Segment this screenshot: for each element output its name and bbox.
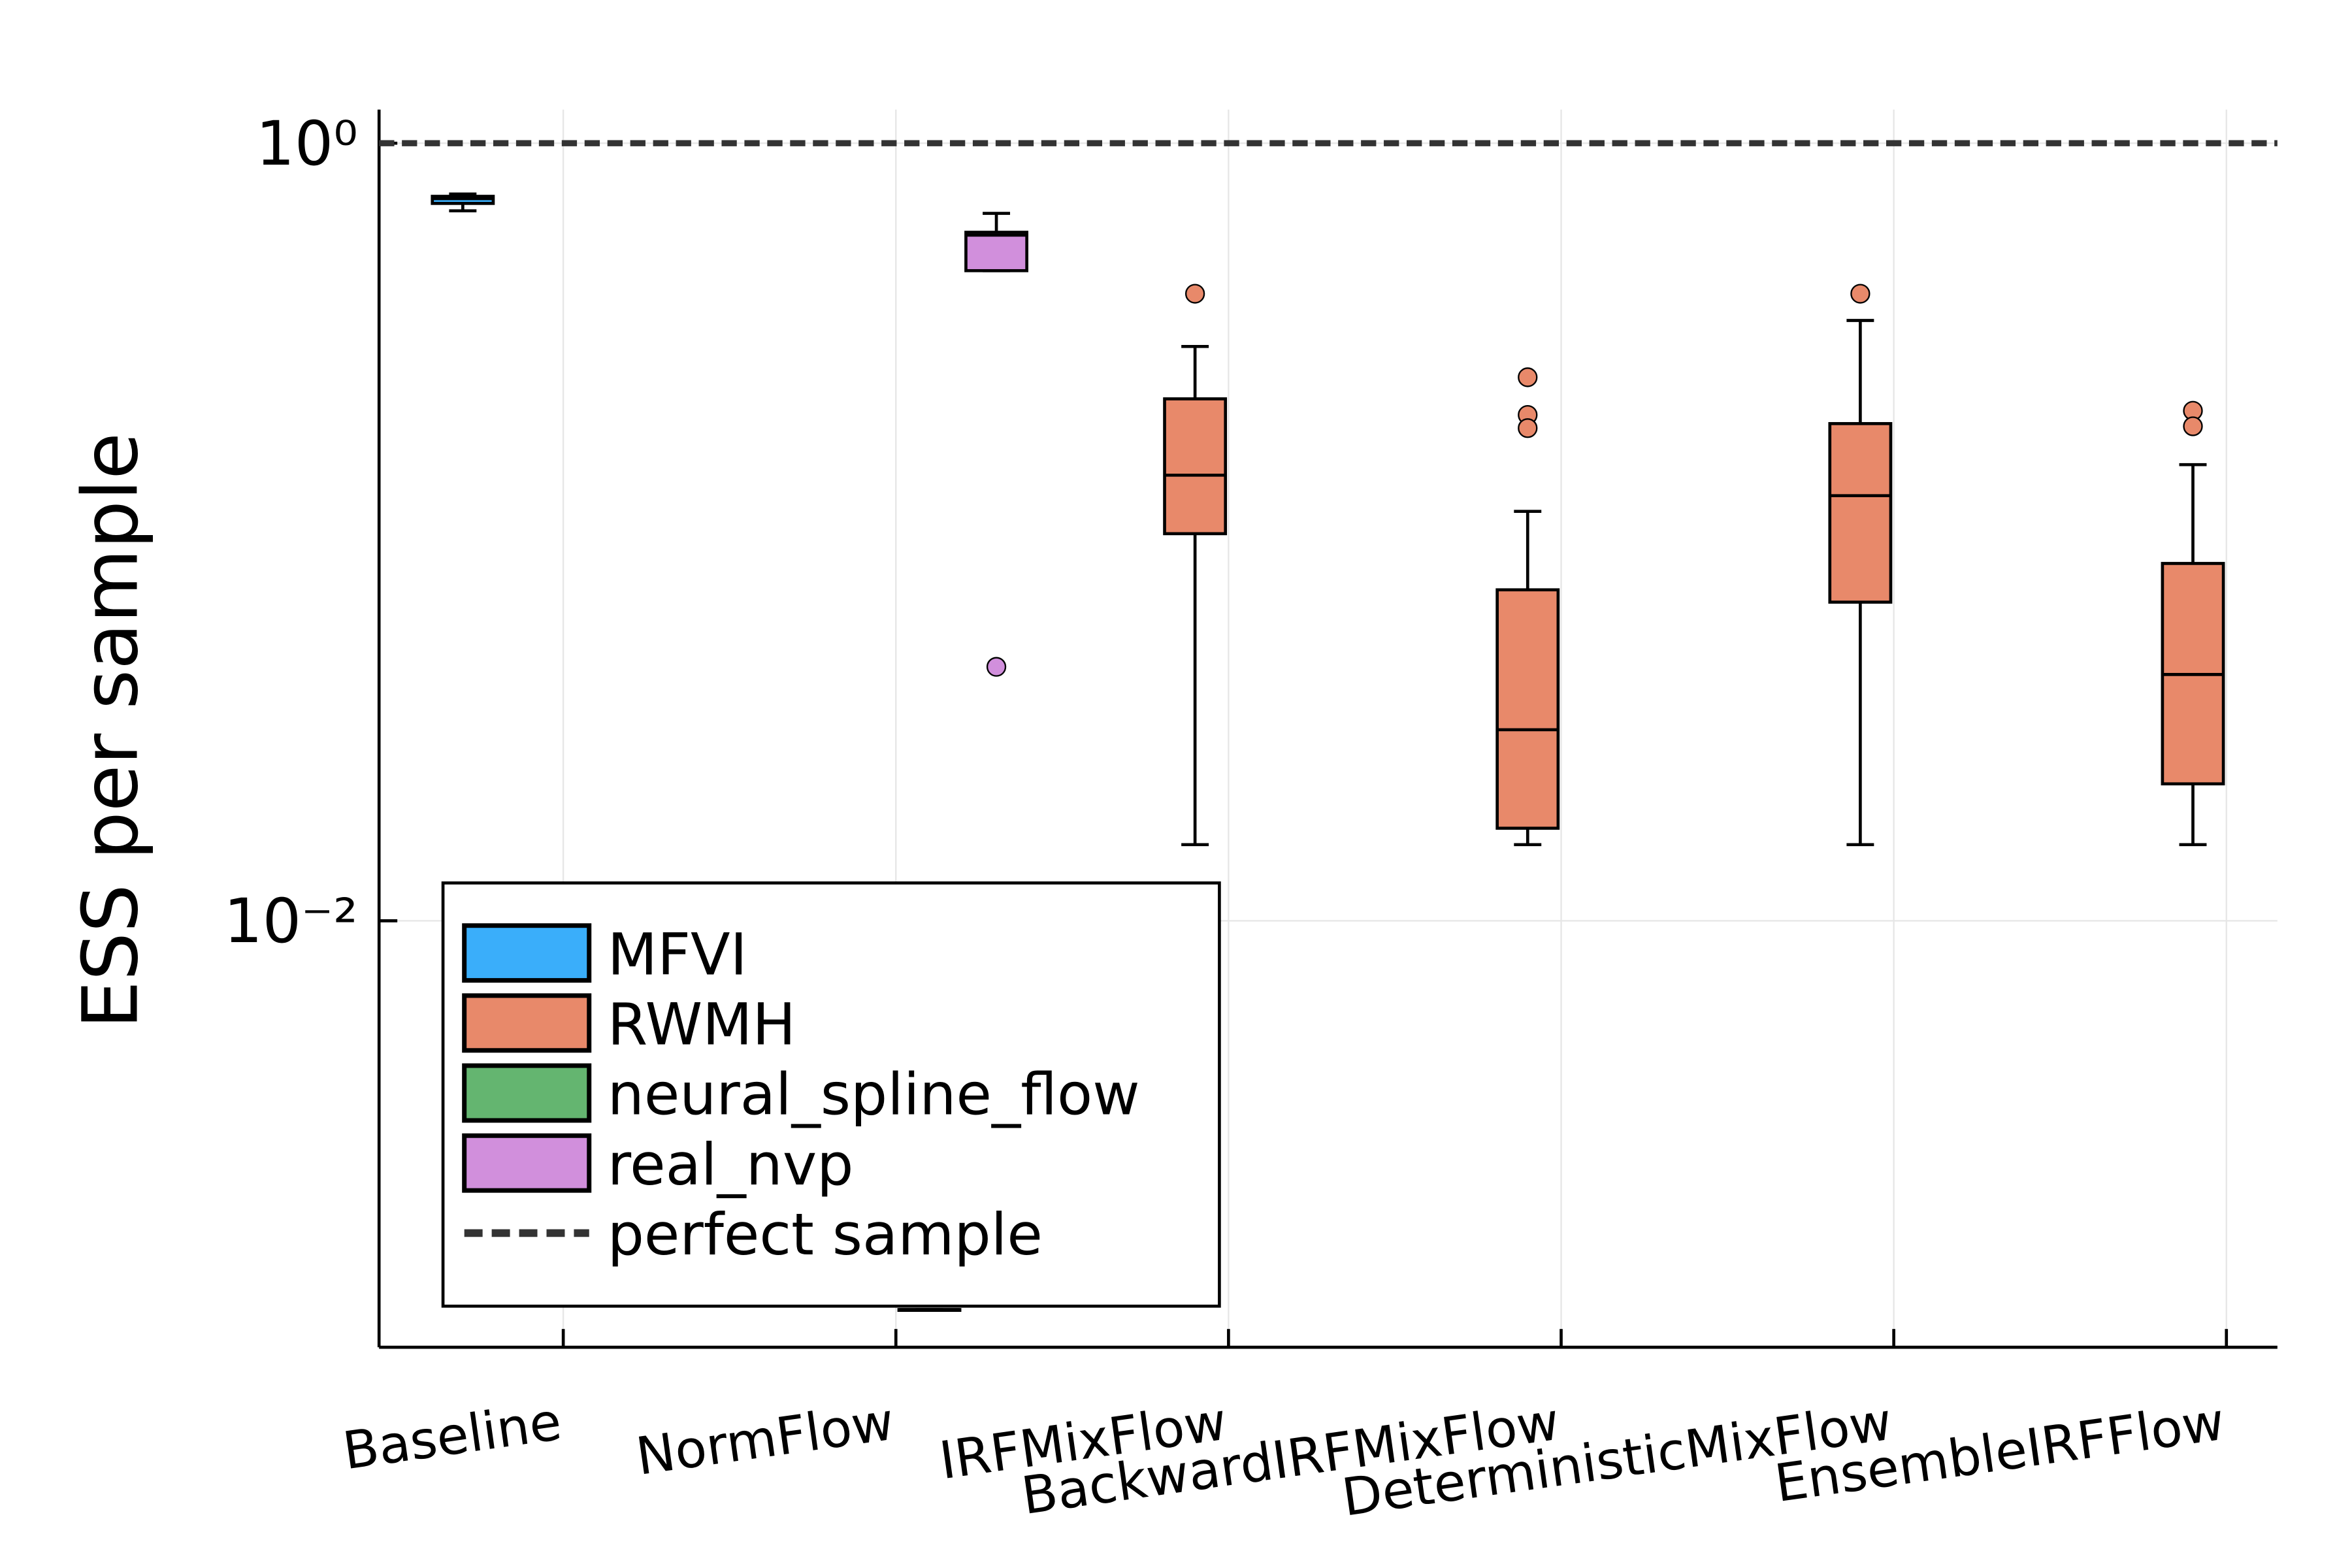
legend-label: MFVI bbox=[608, 921, 747, 988]
legend-label: RWMH bbox=[608, 990, 796, 1058]
x-tick-label: Baseline bbox=[339, 1391, 565, 1482]
outlier bbox=[1850, 284, 1870, 304]
legend-swatch bbox=[462, 1063, 592, 1123]
x-tick-label: NormFlow bbox=[632, 1391, 898, 1487]
outlier bbox=[2183, 416, 2203, 436]
box bbox=[1495, 588, 1560, 830]
y-tick-label: 10⁰ bbox=[256, 108, 358, 179]
box-group bbox=[1163, 284, 1228, 847]
box-group bbox=[964, 212, 1028, 677]
box-group bbox=[2161, 400, 2225, 847]
box bbox=[964, 231, 1028, 272]
outlier bbox=[986, 657, 1007, 677]
box-group bbox=[431, 192, 495, 212]
legend-label: real_nvp bbox=[608, 1131, 854, 1198]
box-group bbox=[1828, 284, 1893, 847]
box bbox=[1163, 397, 1228, 536]
box bbox=[1828, 422, 1893, 604]
legend-swatch bbox=[462, 923, 592, 983]
y-tick-label: 10⁻² bbox=[223, 885, 357, 956]
outlier bbox=[1184, 284, 1205, 304]
legend-swatch bbox=[462, 993, 592, 1053]
box-group bbox=[897, 1308, 962, 1312]
legend-swatch bbox=[462, 1133, 592, 1193]
y-axis-label: ESS per sample bbox=[67, 433, 155, 1029]
legend-label: perfect sample bbox=[608, 1201, 1043, 1268]
outlier bbox=[1518, 418, 1538, 438]
legend-label: neural_spline_flow bbox=[608, 1061, 1140, 1128]
box-group bbox=[1495, 367, 1560, 847]
outlier bbox=[1518, 367, 1538, 387]
